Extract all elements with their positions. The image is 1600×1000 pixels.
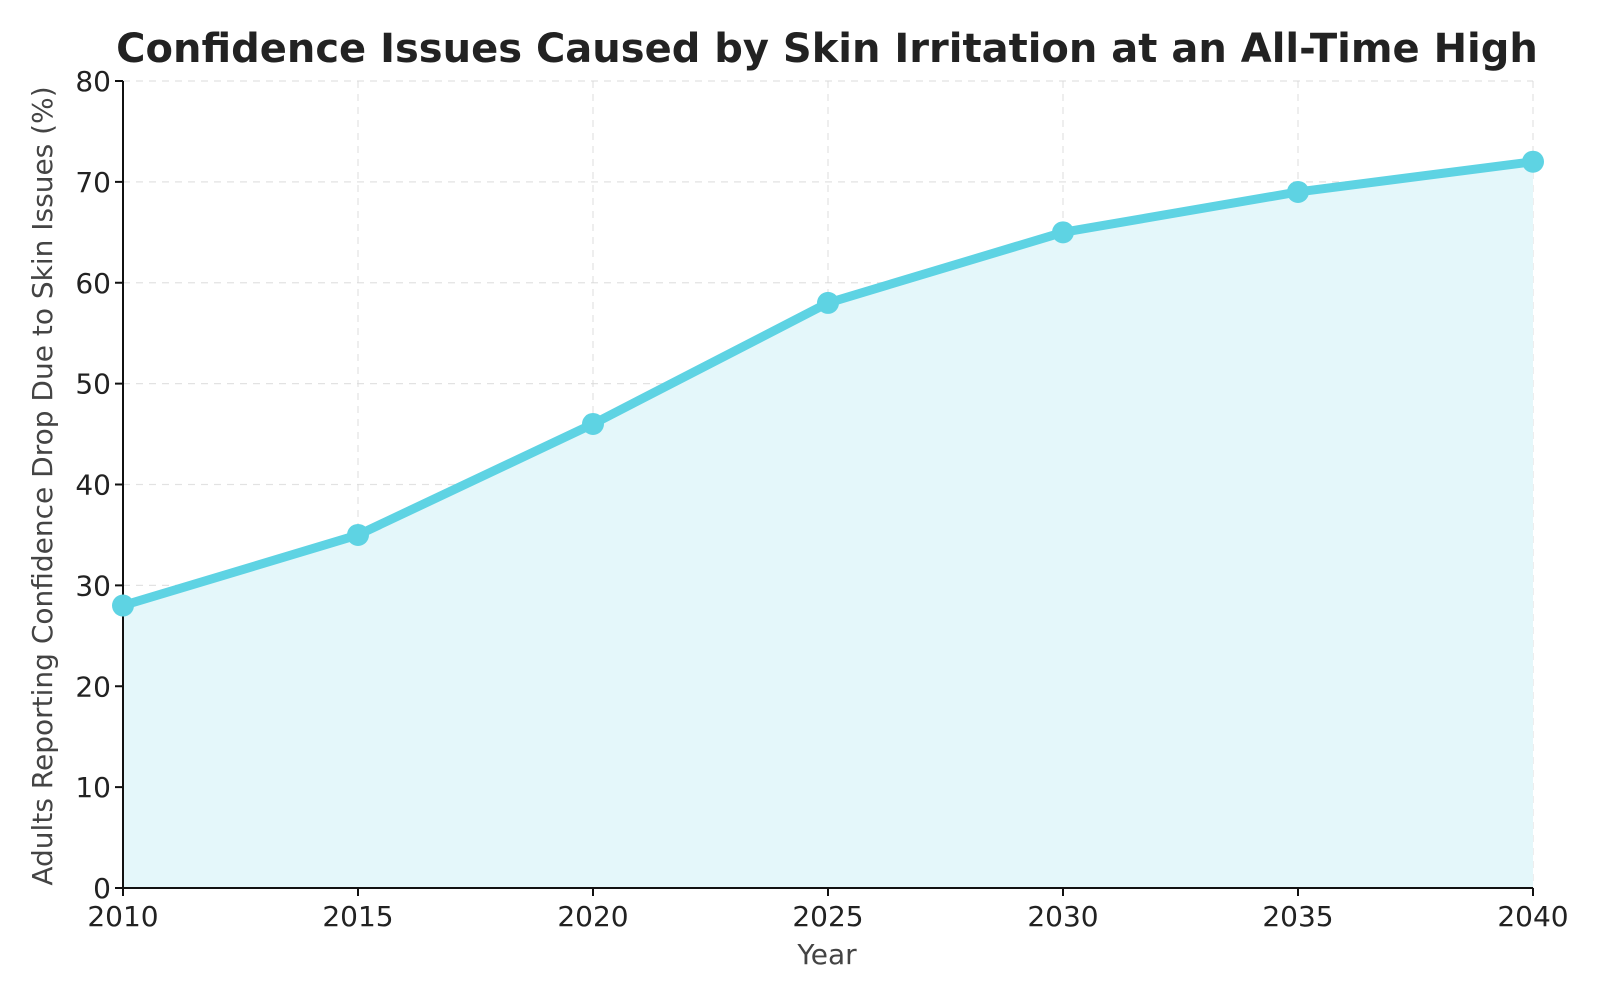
x-axis-label: Year: [796, 938, 857, 971]
y-tick-label: 10: [75, 771, 111, 804]
y-tick-label: 40: [75, 469, 111, 502]
y-tick-label: 20: [75, 670, 111, 703]
data-point-2040: [1522, 150, 1544, 173]
x-tick-label: 2035: [1262, 900, 1333, 933]
data-point-2020: [582, 412, 604, 435]
x-tick-label: 2025: [792, 900, 863, 933]
x-tick-label: 2015: [322, 900, 393, 933]
y-tick-label: 70: [75, 166, 111, 199]
fill-layer: [123, 161, 1533, 888]
x-tick-label: 2040: [1497, 900, 1568, 933]
x-tick-label: 2020: [557, 900, 628, 933]
data-point-2010: [112, 594, 134, 617]
chart-title: Confidence Issues Caused by Skin Irritat…: [116, 26, 1538, 72]
data-point-2030: [1052, 221, 1074, 244]
data-point-2035: [1287, 180, 1309, 203]
series-area-fill: [123, 161, 1533, 888]
y-tick-label: 60: [75, 267, 111, 300]
y-tick-label: 30: [75, 569, 111, 602]
y-tick-label: 80: [75, 65, 111, 98]
y-tick-label: 0: [93, 872, 111, 905]
series-layer: [112, 150, 1544, 617]
y-tick-label: 50: [75, 368, 111, 401]
x-tick-label: 2030: [1027, 900, 1098, 933]
label-layer: Confidence Issues Caused by Skin Irritat…: [26, 26, 1538, 971]
data-point-2025: [817, 291, 839, 314]
x-tick-label: 2010: [87, 900, 158, 933]
y-axis-label: Adults Reporting Confidence Drop Due to …: [26, 86, 59, 885]
data-point-2015: [347, 523, 369, 546]
